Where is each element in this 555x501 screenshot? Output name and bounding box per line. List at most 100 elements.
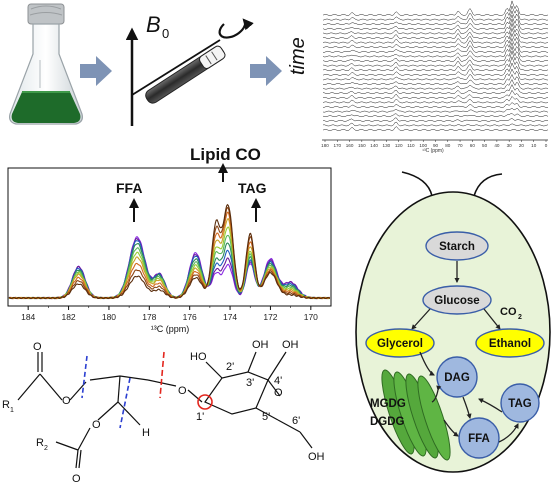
field-subscript: 0 xyxy=(162,26,169,41)
pos-1: 1' xyxy=(196,411,204,423)
stack-tick-label: 0 xyxy=(545,143,548,148)
stack-tick-label: 80 xyxy=(445,143,451,148)
stacked-spectra: 180 170 160 150 140 130 120 110 100 90 80 70 60 50 40 3… xyxy=(318,0,550,154)
annotation-ffa: FFA xyxy=(116,180,142,196)
stack-tick-label: 20 xyxy=(519,143,525,148)
stack-trace xyxy=(322,50,549,67)
ethanol-label: Ethanol xyxy=(489,338,531,350)
stack-tick-label: 140 xyxy=(370,143,378,148)
oh-2: OH xyxy=(282,339,299,351)
stack-trace xyxy=(322,89,549,99)
spectrum-series xyxy=(8,203,331,300)
galactolipid-structure xyxy=(17,351,313,469)
stack-tick-label: 10 xyxy=(531,143,537,148)
stack-xlabel: ¹³C (ppm) xyxy=(422,148,444,154)
r1-sub: 1 xyxy=(10,407,14,414)
stack-trace xyxy=(322,45,549,62)
stack-trace xyxy=(322,18,549,35)
stack-trace xyxy=(322,107,549,113)
r1-label: R xyxy=(2,399,10,411)
stack-tick-label: 110 xyxy=(407,143,415,148)
node-ethanol xyxy=(475,328,545,358)
stack-trace xyxy=(322,117,549,122)
stack-trace xyxy=(322,68,549,81)
stack-trace xyxy=(322,37,549,53)
starch-label: Starch xyxy=(439,241,475,253)
stack-tick-label: 100 xyxy=(419,143,427,148)
stack-trace xyxy=(322,55,549,72)
stack-trace xyxy=(322,78,549,90)
glycerol-label: Glycerol xyxy=(377,338,423,350)
spectrum-tick-label: 174 xyxy=(223,312,237,322)
time-label: time xyxy=(287,37,309,75)
flask-icon xyxy=(9,3,83,125)
stack-trace xyxy=(322,121,549,127)
atom-o3: O xyxy=(92,419,101,431)
stack-trace xyxy=(322,27,549,44)
molecule-labels: O O R 1 O R 2 O H O HO OH OH O OH 2' 3' … xyxy=(2,339,325,485)
stack-trace xyxy=(322,62,549,76)
pos-4: 4' xyxy=(274,375,282,387)
atom-o-ring: O xyxy=(274,387,283,399)
node-glycerol xyxy=(365,328,435,358)
co2-sub: 2 xyxy=(518,314,522,321)
spectrum-tick-label: 178 xyxy=(142,312,156,322)
pos-3: 3' xyxy=(246,377,254,389)
stack-tick-label: 160 xyxy=(346,143,354,148)
node-starch xyxy=(425,231,489,261)
nmr-rotor-icon xyxy=(145,18,254,104)
stack-tick-label: 170 xyxy=(333,143,341,148)
process-arrow-2 xyxy=(250,56,282,86)
stack-trace xyxy=(322,102,548,108)
stack-tick-label: 40 xyxy=(494,143,500,148)
stack-trace xyxy=(322,5,549,21)
node-tag xyxy=(500,383,540,423)
stack-trace xyxy=(322,84,548,95)
magnetic-field-axis: B 0 xyxy=(125,12,221,126)
dag-label: DAG xyxy=(444,372,470,384)
r2-sub: 2 xyxy=(44,445,48,452)
stack-tick-label: 70 xyxy=(457,143,463,148)
stack-tick-label: 60 xyxy=(470,143,476,148)
stack-tick-label: 180 xyxy=(321,143,329,148)
stack-tick-label: 120 xyxy=(395,143,403,148)
process-arrow-1 xyxy=(80,56,112,86)
node-dag xyxy=(436,356,478,398)
node-glucose xyxy=(422,285,492,315)
ho-label: HO xyxy=(190,351,207,363)
stack-tick-label: 150 xyxy=(358,143,366,148)
spectrum-xlabel: ¹³C (ppm) xyxy=(151,324,190,334)
spectrum-tick-label: 172 xyxy=(263,312,277,322)
atom-o5: O xyxy=(178,385,187,397)
annotation-lipid-co: Lipid CO xyxy=(190,145,261,164)
spectrum-tick-label: 176 xyxy=(183,312,197,322)
stack-trace xyxy=(322,126,549,131)
dgdg-label: DGDG xyxy=(370,416,405,428)
stack-trace xyxy=(322,95,549,104)
oh-1: OH xyxy=(252,339,269,351)
atom-o4: O xyxy=(72,473,81,485)
spectrum-tick-label: 180 xyxy=(102,312,116,322)
spectrum-tick-label: 170 xyxy=(304,312,318,322)
algal-cell-diagram: Starch Glucose CO 2 Glycerol Ethanol MGD… xyxy=(355,171,551,473)
carbonyl-spectrum: 184 182 180 178 176 174 172 170 ¹³C (ppm) FFA L… xyxy=(7,145,332,334)
node-ffa xyxy=(458,417,500,459)
pos-6: 6' xyxy=(292,415,300,427)
stack-trace xyxy=(322,41,549,58)
pos-2: 2' xyxy=(226,361,234,373)
stack-trace xyxy=(322,0,549,16)
stack-trace xyxy=(322,9,549,26)
stack-tick-label: 30 xyxy=(507,143,513,148)
annotation-tag: TAG xyxy=(238,180,267,196)
spectrum-tick-label: 184 xyxy=(21,312,35,322)
glucose-label: Glucose xyxy=(434,295,479,307)
stack-tick-label: 130 xyxy=(383,143,391,148)
mgdg-label: MGDG xyxy=(370,398,406,410)
atom-h: H xyxy=(142,427,150,439)
stack-trace xyxy=(322,14,549,30)
stack-trace xyxy=(323,22,549,39)
atom-o1: O xyxy=(33,341,42,353)
field-label: B xyxy=(146,12,161,37)
stack-tick-label: 50 xyxy=(482,143,488,148)
